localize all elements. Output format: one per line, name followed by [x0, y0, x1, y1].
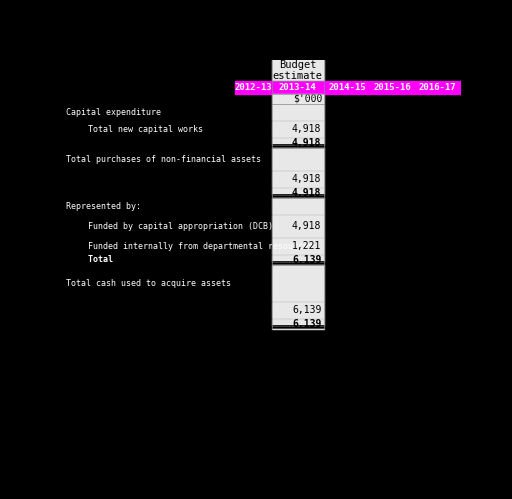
Text: Represented by:: Represented by:	[67, 202, 141, 211]
Bar	[64, 318, 272, 329]
Text: 2016-17: 2016-17	[419, 83, 456, 92]
Bar	[272, 94, 324, 104]
Bar	[272, 148, 324, 171]
Bar	[272, 121, 324, 138]
Bar	[272, 215, 324, 238]
Bar	[272, 238, 324, 254]
Bar	[64, 148, 272, 171]
Text: Total: Total	[73, 255, 113, 264]
Text: 6,139: 6,139	[292, 254, 322, 264]
Bar	[272, 264, 324, 302]
Bar	[64, 198, 272, 215]
Text: Total new capital works: Total new capital works	[73, 125, 203, 134]
Text: Total purchases of non-financial assets: Total purchases of non-financial assets	[67, 155, 261, 164]
Text: 4,918: 4,918	[292, 124, 322, 134]
Bar	[272, 254, 324, 264]
Text: Budget
estimate: Budget estimate	[273, 60, 323, 81]
Text: Capital expenditure: Capital expenditure	[67, 108, 161, 117]
Bar	[64, 302, 272, 318]
Bar	[64, 121, 272, 138]
Text: 2015-16: 2015-16	[373, 83, 411, 92]
Bar	[272, 302, 324, 318]
Bar	[324, 81, 370, 94]
Text: 2014-15: 2014-15	[328, 83, 366, 92]
Bar	[64, 171, 272, 188]
Bar	[64, 254, 272, 264]
Text: 6,139: 6,139	[292, 318, 322, 329]
Text: 4,918: 4,918	[292, 174, 322, 184]
Text: Funded by capital appropriation (DCB): Funded by capital appropriation (DCB)	[73, 222, 272, 231]
Text: 4,918: 4,918	[292, 221, 322, 231]
Text: Total cash used to acquire assets: Total cash used to acquire assets	[67, 278, 231, 288]
Text: 1,221: 1,221	[292, 241, 322, 251]
Bar	[64, 215, 272, 238]
Text: 2013-14: 2013-14	[279, 83, 316, 92]
Bar	[272, 188, 324, 198]
Bar	[234, 81, 272, 94]
Bar	[272, 171, 324, 188]
Bar	[272, 104, 324, 121]
Bar	[64, 264, 272, 302]
Bar	[414, 81, 461, 94]
Text: 4,918: 4,918	[292, 138, 322, 148]
Text: 6,139: 6,139	[292, 305, 322, 315]
Text: $'000: $'000	[293, 94, 322, 104]
Bar	[272, 198, 324, 215]
Bar	[272, 138, 324, 148]
Bar	[64, 188, 272, 198]
Bar	[64, 138, 272, 148]
Text: Funded internally from departmental resources: Funded internally from departmental reso…	[73, 242, 312, 250]
Bar	[272, 318, 324, 329]
Bar	[272, 60, 324, 81]
Text: 4,918: 4,918	[292, 188, 322, 198]
Bar	[370, 81, 414, 94]
Bar	[272, 81, 324, 94]
Bar	[64, 104, 272, 121]
Bar	[64, 238, 272, 254]
Text: 2012-13: 2012-13	[234, 83, 272, 92]
